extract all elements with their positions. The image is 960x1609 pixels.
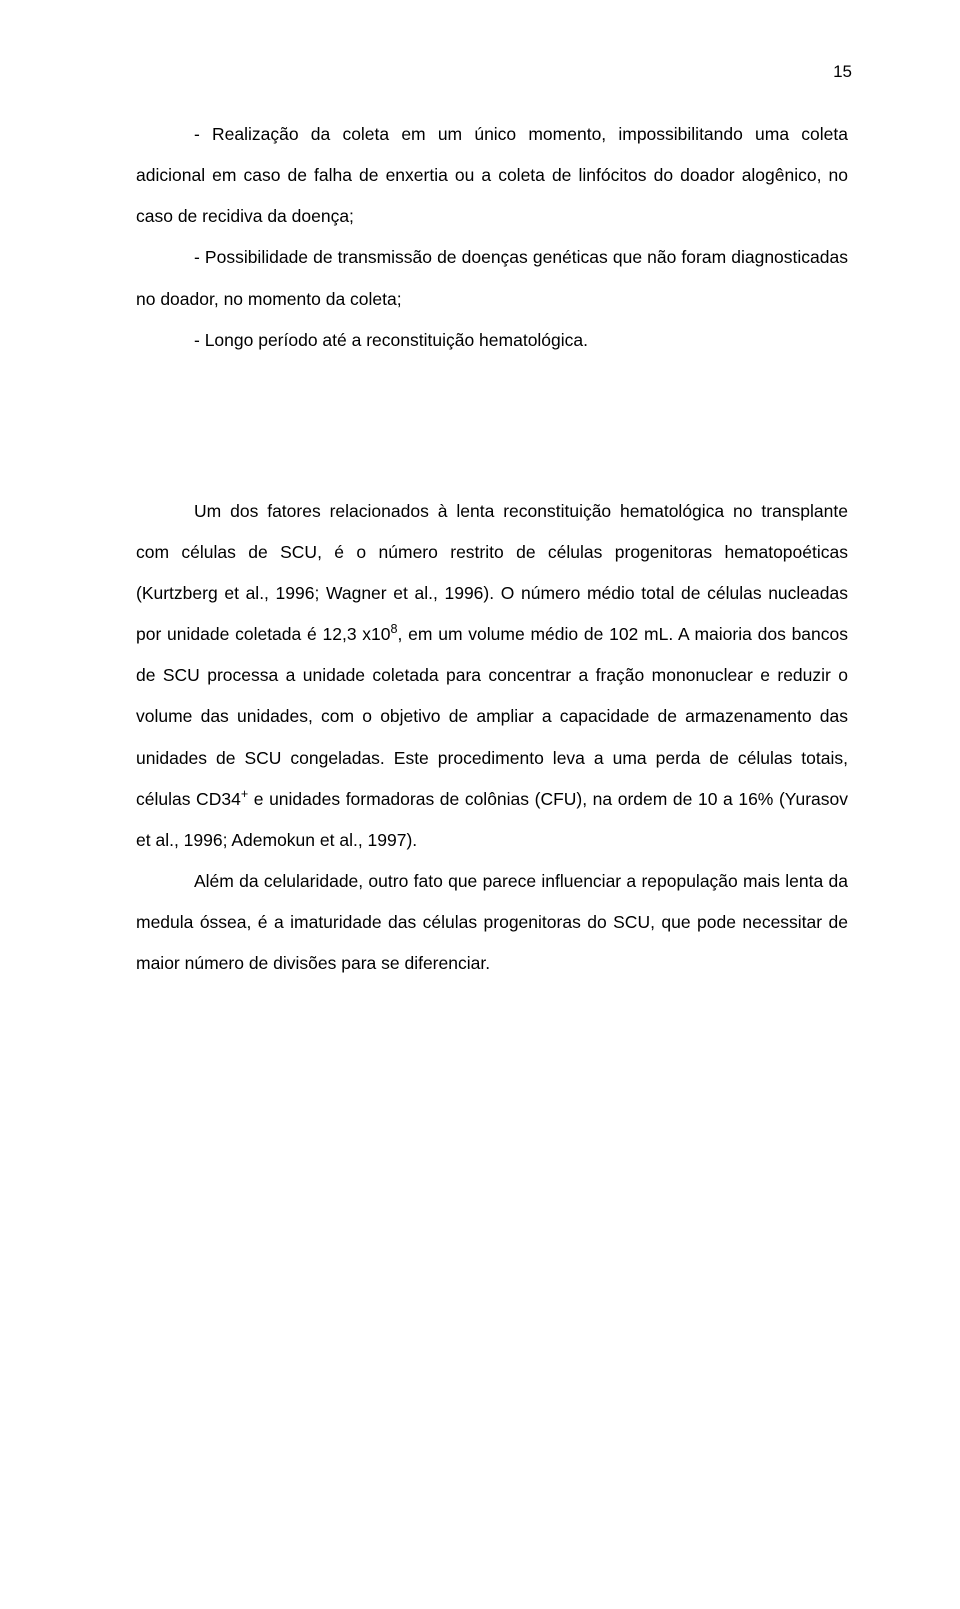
- para-text: , em um volume médio de 102 mL. A maiori…: [136, 624, 848, 809]
- bullet-item: - Possibilidade de transmissão de doença…: [136, 237, 848, 319]
- para-text: Um dos fatores relacionados à lenta reco…: [136, 501, 848, 644]
- document-page: 15 - Realização da coleta em um único mo…: [0, 0, 960, 1609]
- bullet-item: - Realização da coleta em um único momen…: [136, 114, 848, 237]
- section-gap: [136, 361, 848, 491]
- page-number: 15: [833, 62, 852, 82]
- superscript-exponent: 8: [391, 622, 398, 636]
- body-paragraph: Um dos fatores relacionados à lenta reco…: [136, 491, 848, 861]
- bullet-item: - Longo período até a reconstituição hem…: [136, 320, 848, 361]
- body-paragraph: Além da celularidade, outro fato que par…: [136, 861, 848, 984]
